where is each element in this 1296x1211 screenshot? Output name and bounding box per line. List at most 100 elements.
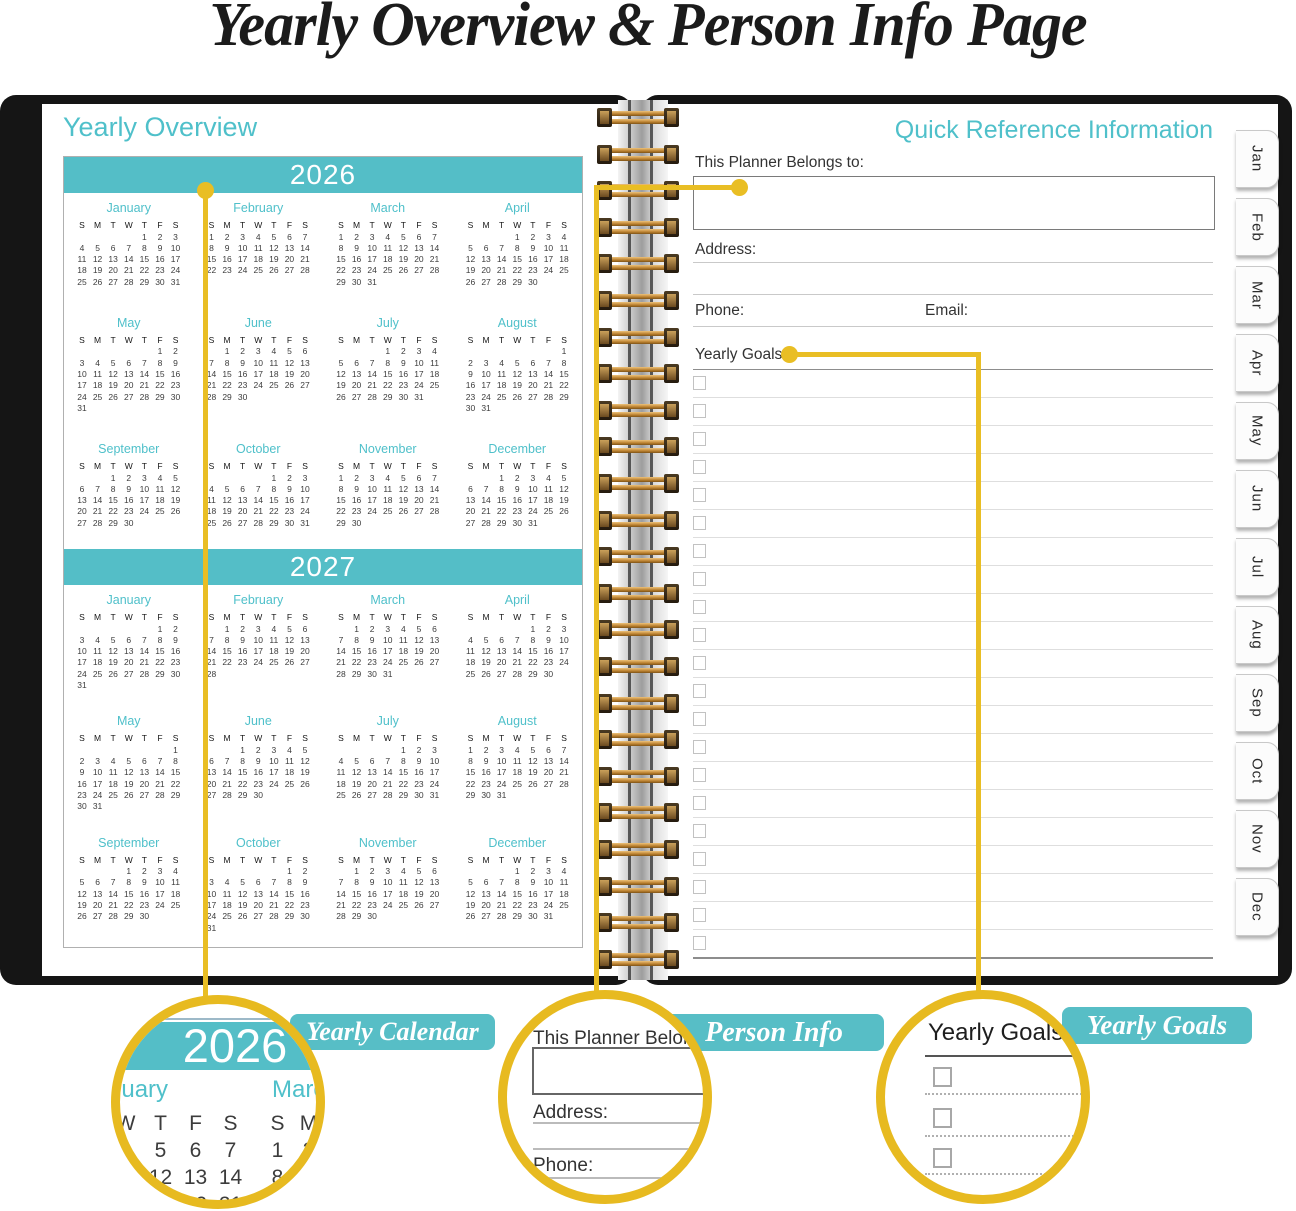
day-cell: 16 [512,495,522,506]
tab-jun[interactable]: Jun [1236,470,1279,528]
day-header: S [561,612,567,622]
day-cell: 11 [398,877,408,888]
day-cell: 22 [465,778,476,789]
goal-row [693,538,1213,566]
belongs-to-field[interactable] [693,176,1215,230]
day-cell: 22 [222,657,232,668]
goal-checkbox[interactable] [693,712,706,726]
magnified-cell-header: S [223,1112,238,1135]
day-cell: 10 [543,242,554,253]
goal-checkbox[interactable] [693,404,706,418]
tab-sep[interactable]: Sep [1236,674,1279,732]
goal-checkbox[interactable] [693,572,706,586]
day-header: M [482,334,490,345]
magnified-goal-checkbox[interactable] [933,1067,952,1087]
goal-checkbox[interactable] [693,936,706,950]
goal-checkbox[interactable] [693,852,706,866]
day-cell: 12 [481,646,491,657]
day-header: T [110,612,116,622]
day-cell [266,790,282,801]
day-cell: 13 [528,368,538,379]
day-cell [105,403,121,414]
tab-label: Sep [1248,688,1266,718]
day-cell: 27 [92,911,103,922]
goal-checkbox[interactable] [693,796,706,810]
day-cell: 6 [126,357,132,368]
day-cell [219,745,235,756]
day-cell: 25 [559,265,569,276]
goal-checkbox[interactable] [693,600,706,614]
day-cell: 13 [351,368,362,379]
day-cell: 29 [351,911,362,922]
day-cell: 10 [77,368,87,379]
tab-label: May [1248,415,1266,447]
tab-jan[interactable]: Jan [1236,130,1279,188]
day-cell: 25 [92,391,103,402]
goal-checkbox[interactable] [693,656,706,670]
goal-checkbox[interactable] [693,460,706,474]
day-cell: 14 [222,767,232,778]
tab-jul[interactable]: Jul [1236,538,1279,596]
day-cell: 1 [110,472,116,483]
goal-checkbox[interactable] [693,432,706,446]
day-cell: 20 [124,380,134,391]
month-name: May [116,315,141,330]
goal-checkbox[interactable] [693,628,706,642]
day-header: S [208,220,215,230]
tab-nov[interactable]: Nov [1236,810,1279,868]
day-header: M [353,854,361,865]
goal-checkbox[interactable] [693,684,706,698]
day-header: M [353,733,361,744]
tab-oct[interactable]: Oct [1236,742,1279,800]
tab-feb[interactable]: Feb [1236,198,1279,256]
magnified-month-march: March [272,1076,325,1103]
day-cell [137,624,153,635]
day-cell: 26 [512,391,522,402]
goal-checkbox[interactable] [693,824,706,838]
tab-mar[interactable]: Mar [1236,266,1279,324]
tab-may[interactable]: May [1236,402,1279,460]
day-cell [105,866,121,877]
day-cell: 22 [512,265,522,276]
coil-wire [606,550,670,556]
day-cell: 6 [483,242,489,253]
day-cell: 16 [367,646,377,657]
goal-checkbox[interactable] [693,544,706,558]
day-cell [121,624,137,635]
goal-checkbox[interactable] [693,376,706,390]
goal-checkbox[interactable] [693,768,706,782]
day-cell: 8 [157,634,163,645]
goal-checkbox[interactable] [693,740,706,754]
day-header: S [338,334,344,345]
day-cell: 2 [354,231,359,242]
goal-checkbox[interactable] [693,516,706,530]
month-name: June [244,315,272,330]
day-cell: 28 [139,391,150,402]
tab-aug[interactable]: Aug [1236,606,1279,664]
magnified-goal-checkbox[interactable] [933,1108,952,1128]
day-cell: 3 [546,866,551,877]
magnified-goal-checkbox[interactable] [933,1148,952,1168]
coil-wire [606,843,670,848]
day-header: F [416,854,422,865]
spiral-coil [597,254,679,275]
goal-checkbox[interactable] [693,908,706,922]
day-cell: 15 [465,767,476,778]
day-header: F [157,612,163,622]
day-cell: 7 [157,756,163,767]
day-cell: 30 [465,402,476,413]
day-cell: 3 [499,744,505,755]
day-cell: 26 [559,506,569,517]
day-cell: 17 [139,495,150,506]
goal-checkbox[interactable] [693,488,706,502]
goal-checkbox[interactable] [693,880,706,894]
day-cell [494,346,510,357]
tab-apr[interactable]: Apr [1236,334,1279,392]
tab-label: Mar [1248,280,1266,310]
day-cell: 28 [206,391,217,402]
day-cell [494,866,510,877]
tab-dec[interactable]: Dec [1236,878,1279,936]
day-cell: 14 [481,495,491,506]
day-cell: 9 [255,756,261,767]
day-header: S [338,733,344,744]
